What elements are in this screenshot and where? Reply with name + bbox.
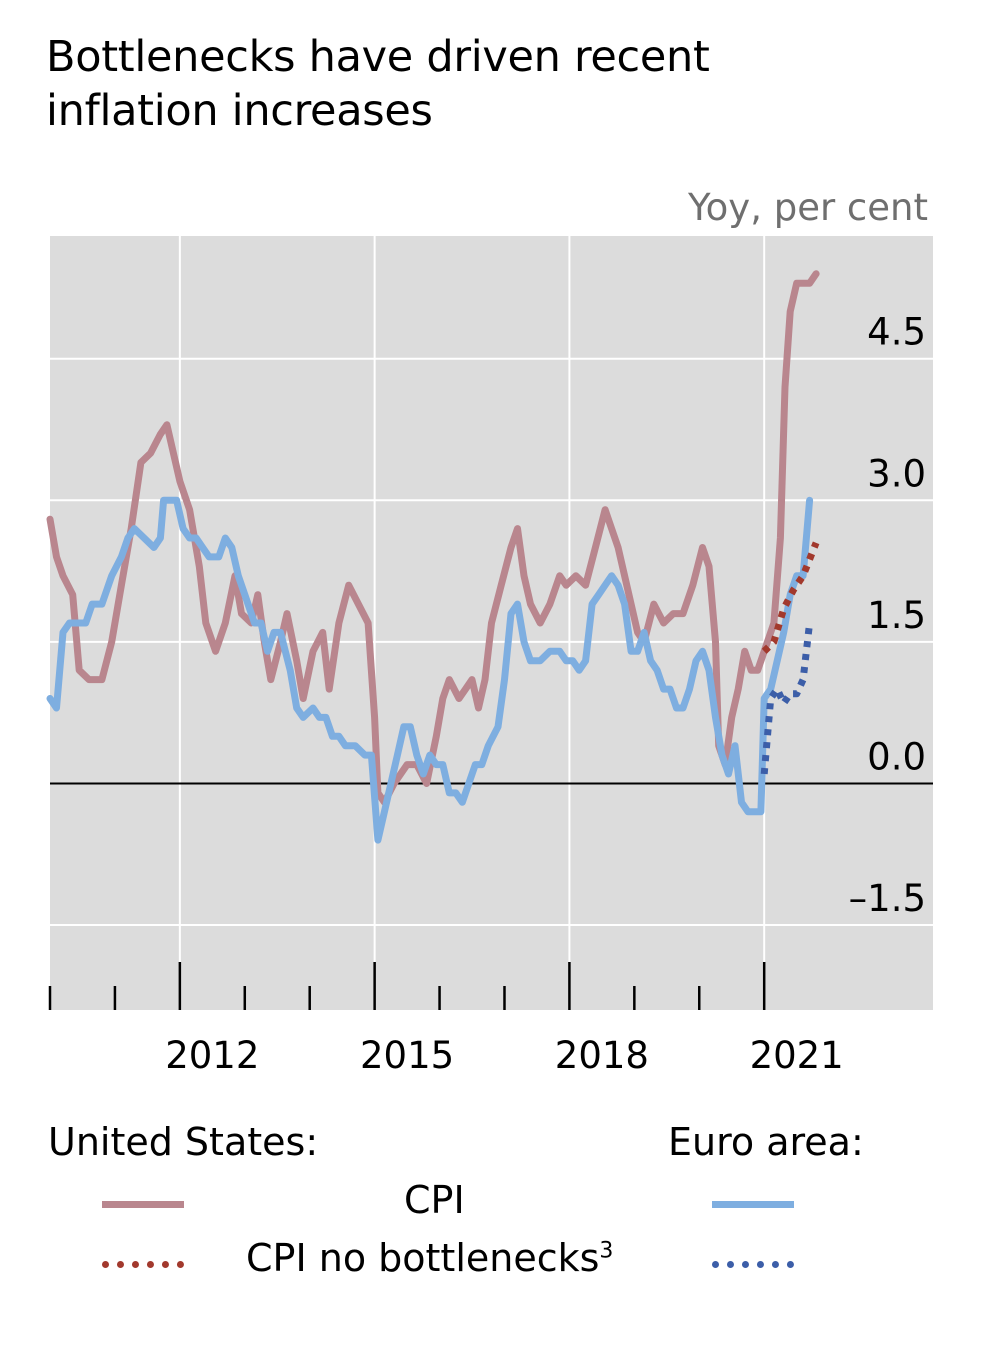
x-tick-label: 2015 — [360, 1034, 454, 1077]
legend-swatch-ea-cpi — [712, 1201, 794, 1208]
legend-label-cpi-no-bottlenecks-text: CPI no bottlenecks — [246, 1236, 600, 1280]
x-tick-label: 2018 — [555, 1034, 649, 1077]
legend-swatch-us-cpi-no-bottlenecks — [102, 1261, 184, 1268]
x-tick-label: 2012 — [165, 1034, 259, 1077]
legend-group-us: United States: — [48, 1120, 319, 1164]
line-chart: 2012 2015 2018 2021 –1.5 0.0 1.5 3.0 4.5 — [46, 236, 933, 1077]
us-cpi-line — [46, 270, 820, 806]
chart-title-line-1: Bottlenecks have driven recent — [46, 32, 710, 82]
legend-label-cpi: CPI — [404, 1178, 465, 1222]
y-tick-label: 4.5 — [867, 311, 926, 354]
legend-swatch-ea-cpi-no-bottlenecks — [712, 1261, 794, 1268]
euro-area-cpi-no-bottlenecks-line — [760, 622, 814, 775]
legend-swatch-us-cpi — [102, 1201, 184, 1208]
x-tick-label: 2021 — [750, 1034, 844, 1077]
chart-title-line-2: inflation increases — [46, 86, 433, 136]
y-unit-label: Yoy, per cent — [687, 186, 928, 229]
chart-title: Bottlenecks have driven recent inflation… — [46, 30, 946, 138]
legend-footnote-marker: 3 — [599, 1238, 614, 1264]
legend-group-euro-area: Euro area: — [668, 1120, 864, 1164]
y-tick-label: –1.5 — [849, 877, 926, 920]
y-tick-label: 1.5 — [867, 594, 926, 637]
euro-area-cpi-line — [46, 496, 814, 844]
y-tick-label: 0.0 — [867, 735, 926, 778]
us-cpi-no-bottlenecks-line — [761, 541, 820, 654]
y-tick-label: 3.0 — [867, 452, 926, 495]
legend-label-cpi-no-bottlenecks: CPI no bottlenecks3 — [246, 1236, 613, 1280]
